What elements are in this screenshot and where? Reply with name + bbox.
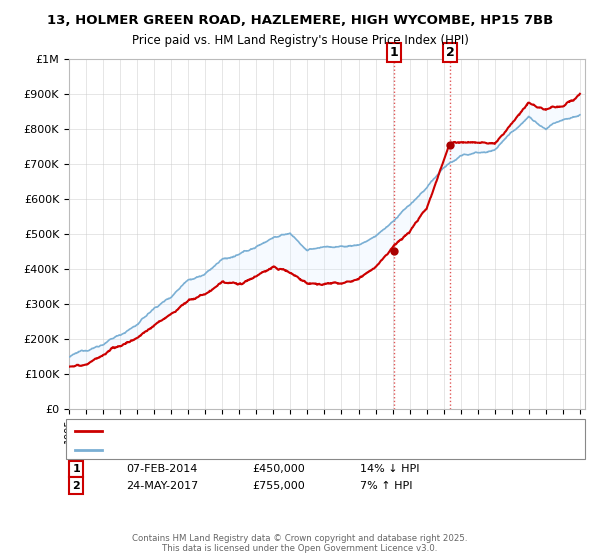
Text: 1: 1: [73, 464, 80, 474]
Text: Contains HM Land Registry data © Crown copyright and database right 2025.
This d: Contains HM Land Registry data © Crown c…: [132, 534, 468, 553]
Text: 1: 1: [390, 46, 398, 59]
Text: 07-FEB-2014: 07-FEB-2014: [126, 464, 197, 474]
Text: HPI: Average price, detached house, Buckinghamshire: HPI: Average price, detached house, Buck…: [106, 445, 377, 455]
Text: 14% ↓ HPI: 14% ↓ HPI: [360, 464, 419, 474]
Text: Price paid vs. HM Land Registry's House Price Index (HPI): Price paid vs. HM Land Registry's House …: [131, 34, 469, 46]
Text: £755,000: £755,000: [252, 480, 305, 491]
Text: 13, HOLMER GREEN ROAD, HAZLEMERE, HIGH WYCOMBE, HP15 7BB: 13, HOLMER GREEN ROAD, HAZLEMERE, HIGH W…: [47, 14, 553, 27]
Text: 2: 2: [446, 46, 454, 59]
Text: 13, HOLMER GREEN ROAD, HAZLEMERE, HIGH WYCOMBE, HP15 7BB (detached house): 13, HOLMER GREEN ROAD, HAZLEMERE, HIGH W…: [106, 426, 538, 436]
Text: 7% ↑ HPI: 7% ↑ HPI: [360, 480, 413, 491]
Text: £450,000: £450,000: [252, 464, 305, 474]
Text: 24-MAY-2017: 24-MAY-2017: [126, 480, 198, 491]
Text: 2: 2: [73, 480, 80, 491]
